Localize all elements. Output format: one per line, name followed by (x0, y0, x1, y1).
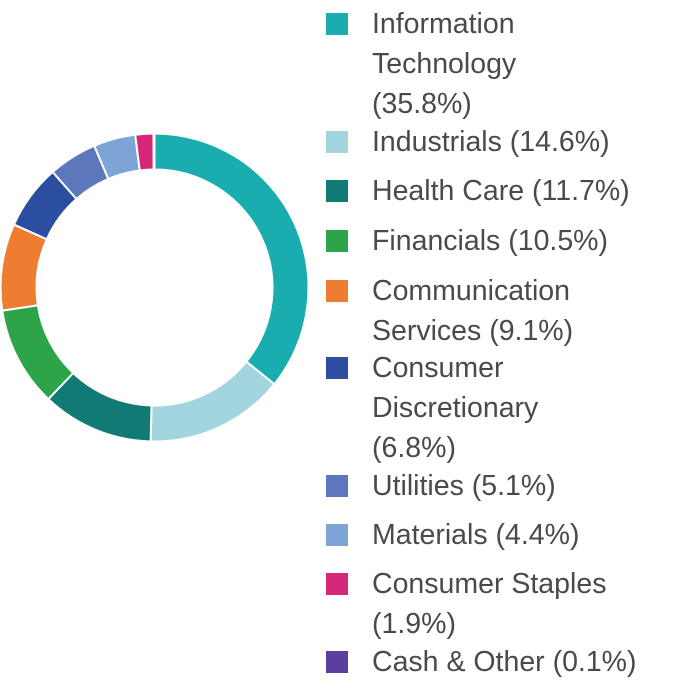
legend-swatch (326, 13, 348, 35)
legend-label: Information Technology (35.8%) (372, 8, 517, 120)
legend-swatch (326, 651, 348, 673)
donut-slice-0 (153, 133, 309, 386)
legend-swatch (326, 573, 348, 595)
legend-label: Cash & Other (0.1%) (372, 646, 637, 678)
legend-label: Consumer Staples (1.9%) (372, 568, 607, 640)
donut-slice-1 (149, 360, 276, 442)
legend-swatch (326, 180, 348, 202)
legend-swatch (326, 280, 348, 302)
donut-slice-3 (1, 304, 75, 401)
legend-swatch (326, 230, 348, 252)
legend-swatch (326, 357, 348, 379)
donut-chart (0, 133, 309, 442)
legend-label: Health Care (11.7%) (372, 175, 630, 207)
donut-slice-4 (0, 223, 49, 312)
legend-label: Materials (4.4%) (372, 519, 580, 551)
legend-label: Communication Services (9.1%) (372, 275, 574, 347)
legend-label: Industrials (14.6%) (372, 126, 610, 158)
legend-label: Financials (10.5%) (372, 225, 609, 257)
donut-slice-9 (152, 133, 156, 171)
legend-swatch (326, 475, 348, 497)
legend-swatch (326, 524, 348, 546)
legend-swatch (326, 131, 348, 153)
legend-label: Consumer Discretionary (6.8%) (372, 352, 539, 464)
legend-label: Utilities (5.1%) (372, 470, 556, 502)
